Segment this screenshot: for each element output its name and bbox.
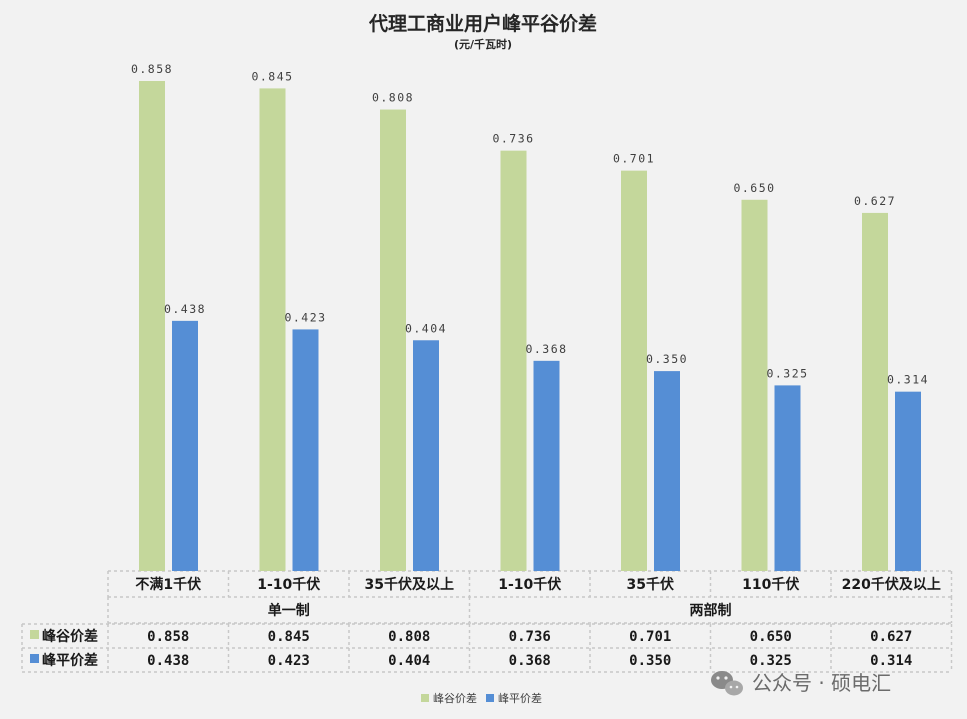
bar-peak-flat-1 bbox=[292, 329, 319, 571]
data-labels: 0.858 0.845 0.808 0.736 0.701 0.650 0.627 0.438… bbox=[131, 62, 929, 387]
table-cell: 0.350 bbox=[629, 653, 671, 669]
group-label: 单一制 bbox=[268, 602, 310, 619]
bar-peak-valley-5 bbox=[741, 199, 768, 571]
data-label: 0.627 bbox=[854, 194, 896, 208]
bar-peak-flat-2 bbox=[413, 340, 439, 571]
bar-peak-flat-0 bbox=[172, 320, 198, 571]
data-label: 0.808 bbox=[372, 91, 414, 105]
table-cell: 0.701 bbox=[629, 629, 671, 645]
table-cell: 0.650 bbox=[750, 629, 792, 645]
bar-peak-valley-3 bbox=[500, 150, 527, 571]
table-grid bbox=[21, 570, 953, 673]
legend-key bbox=[486, 694, 494, 702]
group-labels: 单一制 两部制 bbox=[268, 602, 732, 619]
category-label: 1-10千伏 bbox=[257, 576, 320, 593]
category-labels: 不满1千伏 1-10千伏 35千伏及以上 1-10千伏 35千伏 110千伏 220千伏及以… bbox=[135, 576, 940, 593]
bar-peak-flat-5 bbox=[774, 385, 801, 571]
data-label: 0.325 bbox=[766, 366, 808, 380]
legend: 峰谷价差 峰平价差 bbox=[421, 691, 542, 705]
data-label: 0.404 bbox=[405, 321, 447, 335]
table-cell: 0.314 bbox=[870, 653, 912, 669]
bar-peak-valley-4 bbox=[621, 170, 647, 571]
table-cell: 0.808 bbox=[388, 629, 430, 645]
category-label: 110千伏 bbox=[742, 576, 799, 593]
table-legend-key bbox=[30, 630, 39, 639]
data-label: 0.368 bbox=[525, 342, 567, 356]
table-cell: 0.736 bbox=[509, 629, 551, 645]
category-label: 35千伏 bbox=[627, 576, 674, 593]
category-label: 不满1千伏 bbox=[135, 576, 201, 593]
legend-key bbox=[421, 694, 429, 702]
data-label: 0.438 bbox=[164, 302, 206, 316]
category-label: 35千伏及以上 bbox=[365, 576, 454, 593]
data-label: 0.701 bbox=[613, 152, 655, 166]
table-cell: 0.858 bbox=[147, 629, 189, 645]
bar-peak-flat-4 bbox=[654, 371, 680, 571]
bar-peak-valley-6 bbox=[862, 212, 888, 571]
bar-peak-valley-1 bbox=[259, 88, 286, 572]
group-label: 两部制 bbox=[690, 602, 732, 619]
data-label: 0.845 bbox=[251, 69, 293, 83]
table-cell: 0.438 bbox=[147, 653, 189, 669]
bar-peak-flat-3 bbox=[533, 360, 560, 571]
bars bbox=[139, 80, 921, 572]
table-row-header: 峰谷价差 bbox=[42, 628, 98, 645]
table-cell: 0.627 bbox=[870, 629, 912, 645]
table-cell: 0.845 bbox=[268, 629, 310, 645]
chart-subtitle: (元/千瓦时) bbox=[454, 37, 512, 51]
data-label: 0.858 bbox=[131, 62, 173, 76]
table-row-header: 峰平价差 bbox=[42, 652, 98, 669]
data-label: 0.650 bbox=[733, 181, 775, 195]
watermark: 公众号 · 硕电汇 bbox=[711, 671, 891, 696]
data-table: 峰谷价差 0.858 0.845 0.808 0.736 0.701 0.650 0.627 峰… bbox=[30, 628, 912, 669]
data-label: 0.423 bbox=[284, 310, 326, 324]
legend-label: 峰谷价差 bbox=[433, 691, 477, 705]
legend-label: 峰平价差 bbox=[498, 691, 542, 705]
data-label: 0.350 bbox=[646, 352, 688, 366]
wechat-icon bbox=[711, 671, 743, 696]
table-cell: 0.325 bbox=[750, 653, 792, 669]
data-label: 0.314 bbox=[887, 373, 929, 387]
table-legend-key bbox=[30, 654, 39, 663]
category-label: 220千伏及以上 bbox=[842, 576, 941, 593]
table-cell: 0.368 bbox=[509, 653, 551, 669]
bar-peak-flat-6 bbox=[895, 391, 921, 571]
bar-peak-valley-2 bbox=[380, 109, 406, 571]
table-cell: 0.423 bbox=[268, 653, 310, 669]
bar-peak-valley-0 bbox=[139, 80, 165, 571]
chart-title: 代理工商业用户峰平谷价差 bbox=[368, 12, 597, 35]
category-label: 1-10千伏 bbox=[498, 576, 561, 593]
data-label: 0.736 bbox=[492, 132, 534, 146]
watermark-text: 公众号 · 硕电汇 bbox=[752, 671, 891, 695]
table-cell: 0.404 bbox=[388, 653, 430, 669]
